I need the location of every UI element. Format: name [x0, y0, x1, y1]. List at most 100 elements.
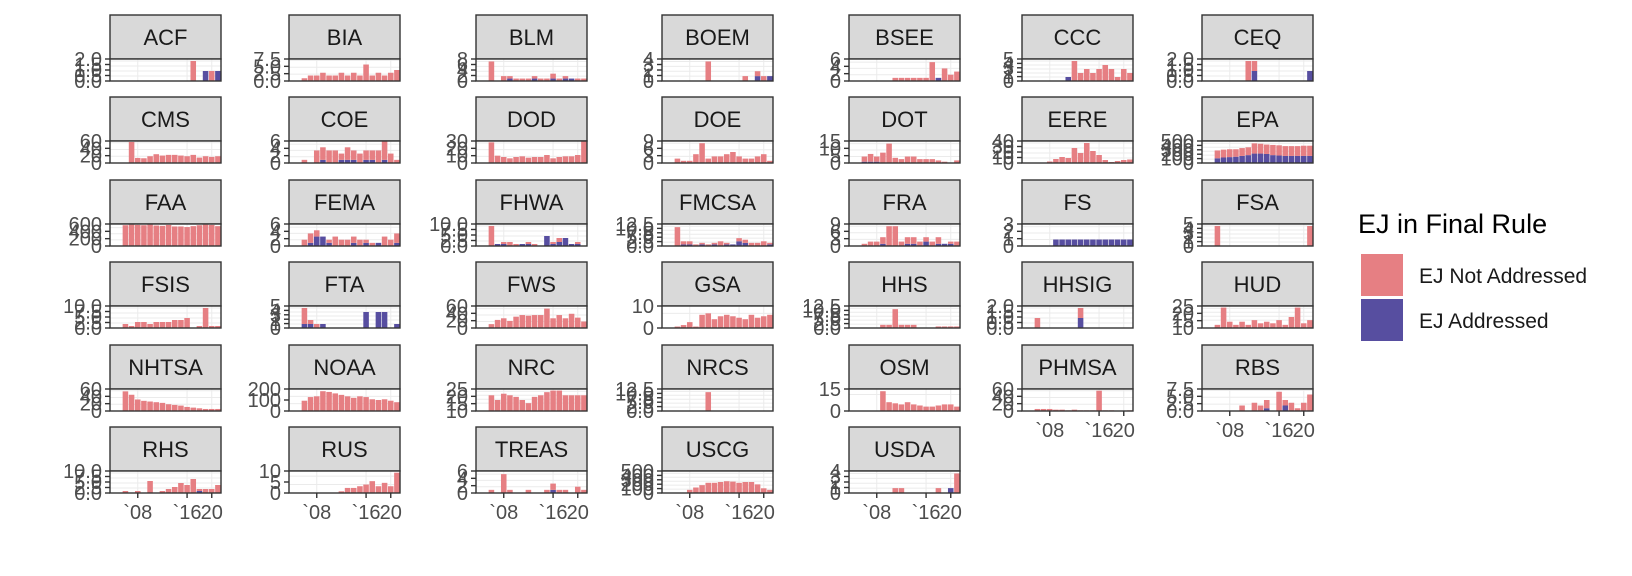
- xtick-label-rhs-1: `16: [173, 502, 202, 524]
- legend: EJ in Final Rule EJ Not Addressed EJ Add…: [1358, 209, 1587, 341]
- bar-addressed-fta-2006: [301, 324, 308, 328]
- bar-addressed-boem-2019: [754, 76, 761, 81]
- bar-addressed-coe-2016: [363, 159, 369, 163]
- ytick-label-ccc-2: 2: [1003, 62, 1014, 84]
- plot-bg-phmsa: [1022, 389, 1133, 411]
- bar-not-addressed-fmcsa-2021: [767, 242, 773, 245]
- ytick-label-blm-4: 8: [457, 49, 468, 71]
- bar-not-addressed-dod-2021: [581, 141, 587, 163]
- strip-label-nrcs: NRCS: [686, 355, 748, 380]
- bar-not-addressed-hhsig-2013: [1077, 308, 1084, 318]
- bar-not-addressed-eere-2011: [1065, 158, 1072, 163]
- ytick-label-bia-3: 7.5: [253, 49, 281, 71]
- ytick-label-bsee-0: 0: [830, 71, 841, 93]
- bar-not-addressed-fema-2017: [369, 242, 376, 246]
- ytick-label-rbs-3: 7.5: [1166, 379, 1194, 401]
- bar-addressed-fmcsa-2015: [730, 244, 736, 246]
- bar-not-addressed-faa-2013: [165, 224, 172, 246]
- ytick-label-rus-1: 5: [270, 472, 281, 494]
- bar-not-addressed-cms-2020: [208, 156, 215, 163]
- ytick-label-rhs-1: 2.5: [74, 478, 102, 500]
- bar-not-addressed-noaa-2009: [320, 391, 326, 411]
- bar-not-addressed-cms-2009: [141, 158, 147, 163]
- bar-not-addressed-fws-2016: [550, 318, 556, 328]
- bar-not-addressed-usda-2021: [954, 473, 960, 493]
- ytick-label-rbs-2: 5.0: [1166, 386, 1194, 408]
- ytick-label-hhs-3: 7.5: [813, 305, 841, 327]
- ytick-label-fsis-0: 0.0: [74, 318, 102, 340]
- bar-not-addressed-bia-2006: [301, 78, 308, 81]
- bar-not-addressed-rbs-2017: [1282, 400, 1289, 406]
- bar-not-addressed-faa-2021: [215, 226, 221, 246]
- ytick-label-boem-2: 2: [643, 60, 654, 82]
- bar-not-addressed-dot-2015: [917, 159, 923, 163]
- ytick-label-acf-3: 1.5: [74, 55, 102, 77]
- xtick-label-rbs-0: `08: [1215, 420, 1244, 442]
- ytick-label-fs-1: 1: [1003, 229, 1014, 251]
- bar-not-addressed-rhs-2015: [178, 483, 184, 493]
- bar-not-addressed-fhwa-2017: [556, 238, 563, 242]
- strip-label-fra: FRA: [883, 190, 927, 215]
- plot-bg-usda: [849, 471, 960, 493]
- bar-not-addressed-rus-2012: [338, 491, 345, 493]
- ytick-label-eere-4: 40: [992, 131, 1014, 153]
- bar-not-addressed-fws-2013: [531, 315, 538, 328]
- ytick-label-blm-3: 6: [457, 55, 468, 77]
- ytick-label-rhs-0: 0.0: [74, 483, 102, 505]
- bar-not-addressed-nhtsa-2014: [171, 404, 178, 411]
- ytick-label-nhtsa-3: 60: [80, 379, 102, 401]
- bar-not-addressed-dod-2019: [568, 156, 575, 163]
- bar-not-addressed-bia-2012: [338, 72, 345, 81]
- bar-not-addressed-fws-2017: [556, 315, 563, 328]
- ytick-label-fhwa-1: 2.5: [440, 231, 468, 253]
- bar-not-addressed-rbs-2016: [1276, 391, 1282, 411]
- bar-not-addressed-treas-2008: [500, 474, 507, 493]
- ytick-label-usda-3: 3: [830, 467, 841, 489]
- strip-hud: [1201, 261, 1314, 307]
- plot-frame-hud: [1201, 305, 1314, 329]
- bar-addressed-blm-2013: [531, 78, 538, 81]
- bar-not-addressed-rbs-2010: [1239, 405, 1245, 411]
- strip-osm: [848, 344, 961, 390]
- plot-bg-eere: [1022, 141, 1133, 163]
- bar-addressed-ccc-2011: [1065, 77, 1072, 81]
- ytick-label-ceq-1: 0.5: [1166, 66, 1194, 88]
- bar-not-addressed-fema-2019: [381, 236, 388, 246]
- ytick-label-epa-0: 0: [1183, 153, 1194, 175]
- bar-not-addressed-fws-2018: [562, 318, 569, 328]
- ytick-label-treas-2: 4: [457, 468, 468, 490]
- bar-not-addressed-fema-2006: [301, 239, 308, 246]
- plot-frame-fsa: [1201, 223, 1314, 247]
- bar-addressed-epa-2017: [1282, 155, 1289, 163]
- bar-not-addressed-bia-2021: [394, 70, 400, 81]
- bar-not-addressed-doe-2011: [705, 158, 712, 163]
- bar-not-addressed-bia-2010: [326, 75, 332, 81]
- bar-not-addressed-hhs-2021: [954, 326, 960, 328]
- strip-ceq: [1201, 14, 1314, 60]
- strip-label-bsee: BSEE: [875, 25, 934, 50]
- bar-not-addressed-nrc-2016: [550, 390, 556, 411]
- bar-not-addressed-fsis-2010: [147, 324, 153, 328]
- bar-not-addressed-eere-2012: [1071, 148, 1078, 163]
- bar-addressed-rbs-2017: [1282, 405, 1289, 411]
- bar-not-addressed-noaa-2007: [307, 397, 314, 411]
- bar-not-addressed-hhs-2011: [892, 309, 899, 328]
- bar-not-addressed-nhtsa-2019: [202, 408, 209, 411]
- bar-not-addressed-fema-2007: [307, 233, 314, 243]
- strip-bsee: [848, 14, 961, 60]
- bar-not-addressed-hhsig-2006: [1034, 318, 1041, 328]
- bar-not-addressed-phmsa-2006: [1034, 408, 1041, 411]
- bar-not-addressed-fws-2015: [544, 308, 550, 328]
- bar-not-addressed-eere-2020: [1120, 160, 1127, 163]
- bar-not-addressed-fsis-2014: [171, 320, 178, 328]
- bar-not-addressed-noaa-2006: [301, 400, 308, 411]
- bar-not-addressed-rbs-2019: [1294, 408, 1301, 411]
- bar-addressed-fra-2016: [923, 241, 929, 246]
- bar-not-addressed-uscg-2011: [705, 482, 712, 493]
- strip-eere: [1021, 96, 1134, 142]
- bar-not-addressed-fsis-2013: [165, 322, 172, 328]
- bar-addressed-fhwa-2020: [574, 244, 581, 246]
- bar-not-addressed-fsis-2009: [141, 322, 147, 328]
